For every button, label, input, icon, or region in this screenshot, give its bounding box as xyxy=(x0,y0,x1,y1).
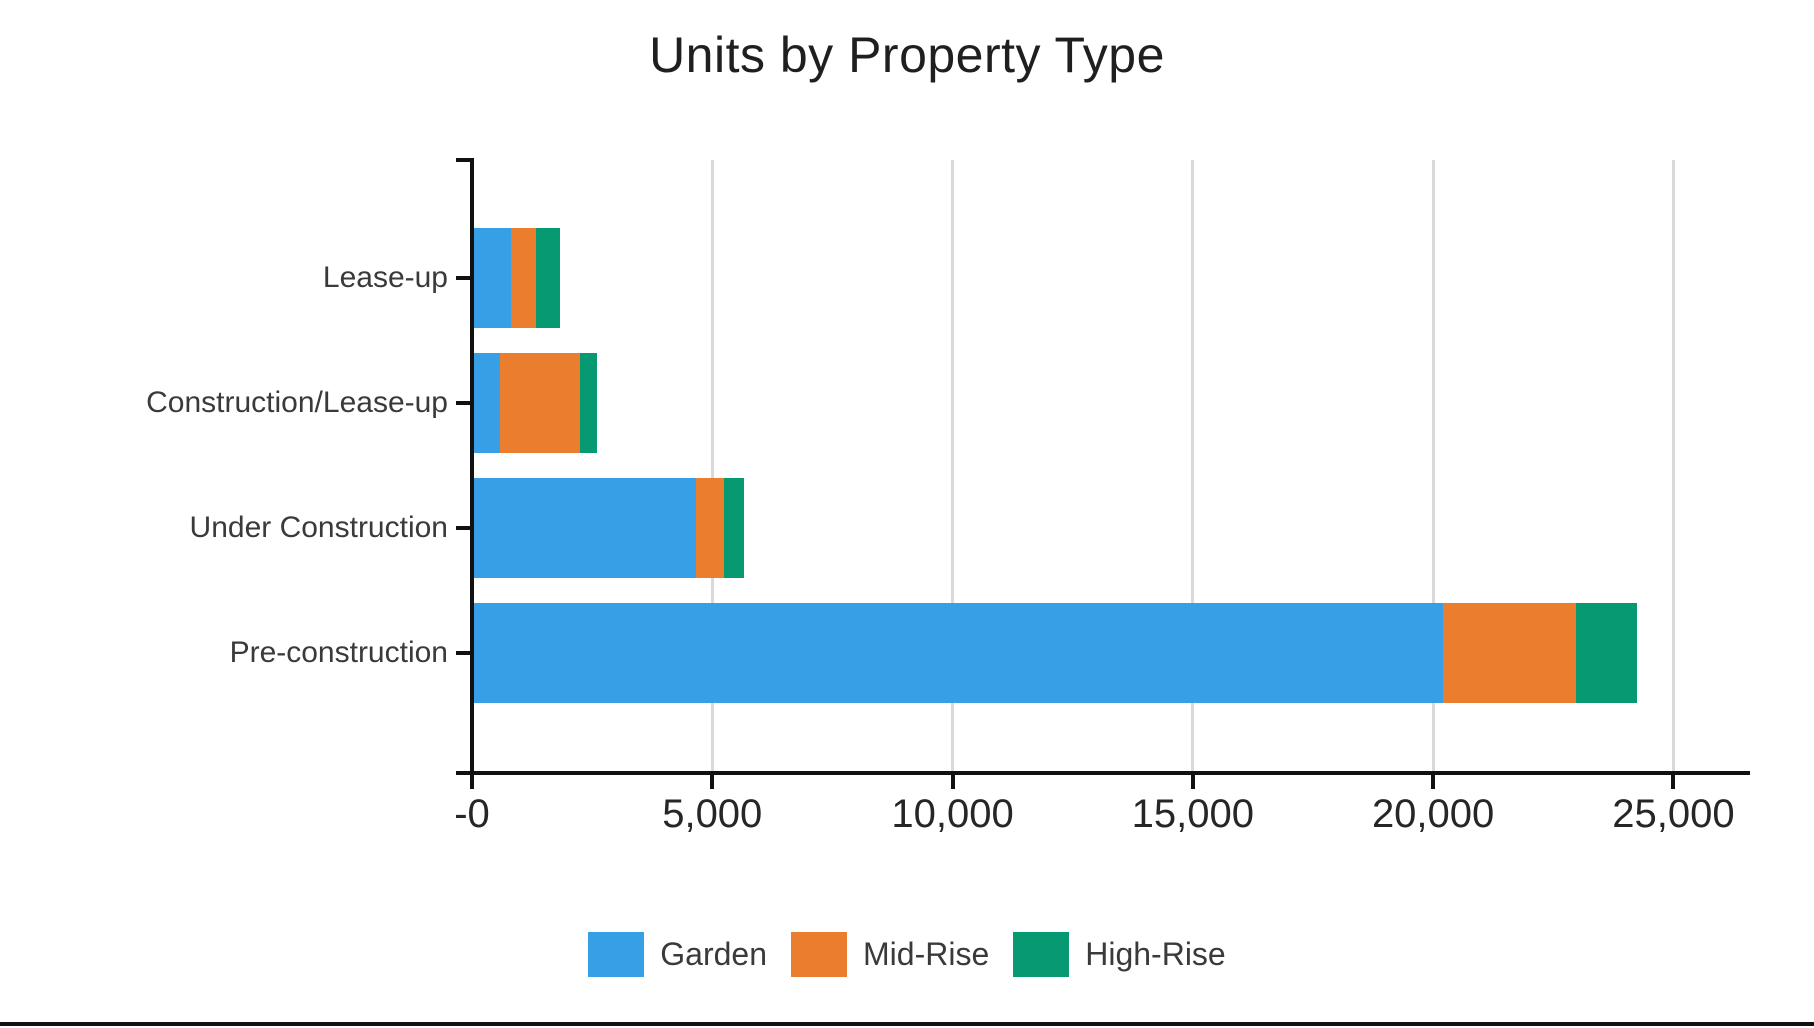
category-label: Construction/Lease-up xyxy=(146,386,448,419)
chart-title: Units by Property Type xyxy=(649,27,1165,83)
y-axis-tick xyxy=(456,651,470,655)
x-tick-label: 15,000 xyxy=(1131,792,1254,836)
y-axis-tick xyxy=(456,526,470,530)
garden-swatch-icon xyxy=(588,932,645,977)
gridline xyxy=(1671,160,1675,771)
x-axis-tick xyxy=(1671,775,1676,789)
x-axis-tick xyxy=(470,775,474,789)
bar-segment-mid-rise xyxy=(1443,603,1577,703)
bar-segment-garden xyxy=(472,353,500,453)
category-label: Under Construction xyxy=(189,511,448,544)
x-axis-line xyxy=(456,771,1750,775)
bar-segment-mid-rise xyxy=(695,478,725,578)
bar-segment-mid-rise xyxy=(499,353,580,453)
bar-segment-high-rise xyxy=(724,478,745,578)
bar-segment-mid-rise xyxy=(510,228,536,328)
high-rise-swatch-icon xyxy=(1013,932,1070,977)
x-tick-label: 5,000 xyxy=(662,792,763,836)
gridline xyxy=(710,160,714,771)
bar-segment-garden xyxy=(472,603,1444,703)
x-tick-label: 20,000 xyxy=(1371,792,1495,836)
x-tick-label: -0 xyxy=(454,792,490,836)
y-axis-top-tick xyxy=(456,158,470,162)
legend-item-mid-rise: Mid-Rise xyxy=(791,932,989,977)
y-axis-tick xyxy=(456,401,470,405)
category-label: Lease-up xyxy=(322,261,448,294)
x-axis-tick xyxy=(950,775,955,789)
x-axis-tick xyxy=(1190,775,1195,789)
x-axis-tick xyxy=(1431,775,1436,789)
legend-item-garden: Garden xyxy=(588,932,767,977)
bar-segment-high-rise xyxy=(1576,603,1637,703)
y-axis-tick xyxy=(456,276,470,280)
category-label: Pre-construction xyxy=(229,636,448,669)
bottom-border-line xyxy=(0,1022,1814,1026)
mid-rise-swatch-icon xyxy=(791,932,847,977)
legend-item-high-rise: High-Rise xyxy=(1013,932,1226,977)
legend-label-mid-rise: Mid-Rise xyxy=(863,936,990,972)
x-axis-tick xyxy=(710,775,715,789)
legend: Garden Mid-Rise High-Rise xyxy=(0,932,1814,977)
legend-label-garden: Garden xyxy=(660,936,767,972)
legend-label-high-rise: High-Rise xyxy=(1085,936,1226,972)
bar-segment-garden xyxy=(472,478,696,578)
y-axis-line xyxy=(470,158,474,775)
bar-segment-high-rise xyxy=(535,228,560,328)
gridline xyxy=(1431,160,1435,771)
x-tick-label: 25,000 xyxy=(1612,792,1735,836)
bar-segment-high-rise xyxy=(579,353,597,453)
gridline xyxy=(1191,160,1195,771)
x-tick-label: 10,000 xyxy=(891,792,1014,836)
bar-segment-garden xyxy=(472,228,511,328)
gridline xyxy=(951,160,955,771)
